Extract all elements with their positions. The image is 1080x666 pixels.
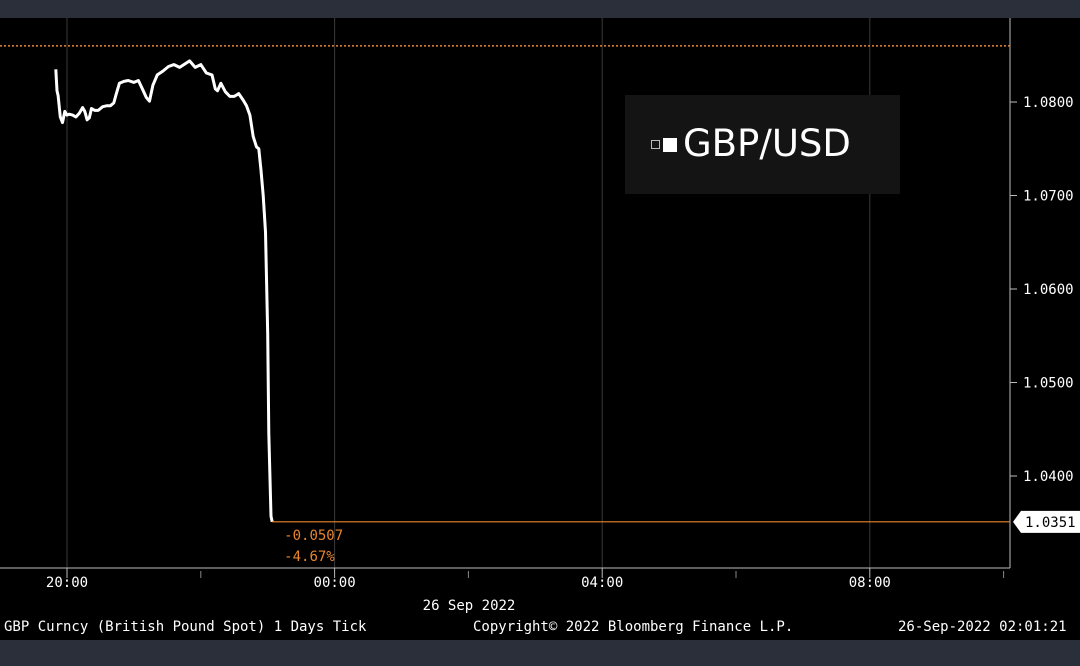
y-tick-label: 1.0600 [1023,282,1074,298]
copyright-notice: Copyright© 2022 Bloomberg Finance L.P. [473,619,794,635]
last-value-badge: 1.0351 [1013,510,1080,533]
x-tick-label: 08:00 [849,575,891,591]
legend-toggle-icon[interactable] [651,140,660,149]
security-description: GBP Curncy (British Pound Spot) 1 Days T… [4,619,367,635]
y-tick-label: 1.0400 [1023,469,1074,485]
legend: GBP/USD [625,95,900,194]
change-pct-annotation: -4.67% [284,549,335,565]
last-value-label: 1.0351 [1025,515,1076,531]
x-tick-label: 20:00 [46,575,88,591]
change-annotation: -0.0507 [284,528,343,544]
legend-swatch-icon [663,138,677,152]
y-tick-label: 1.0700 [1023,189,1074,205]
last-value-badge-bg [1013,510,1080,533]
timestamp: 26-Sep-2022 02:01:21 [898,619,1067,635]
y-tick-label: 1.0800 [1023,95,1074,111]
status-footer: GBP Curncy (British Pound Spot) 1 Days T… [0,616,1080,640]
x-tick-label: 04:00 [581,575,623,591]
x-date-label: 26 Sep 2022 [423,598,516,614]
x-tick-label: 00:00 [314,575,356,591]
legend-label: GBP/USD [683,122,851,165]
price-series-line [54,59,274,523]
y-tick-label: 1.0500 [1023,376,1074,392]
